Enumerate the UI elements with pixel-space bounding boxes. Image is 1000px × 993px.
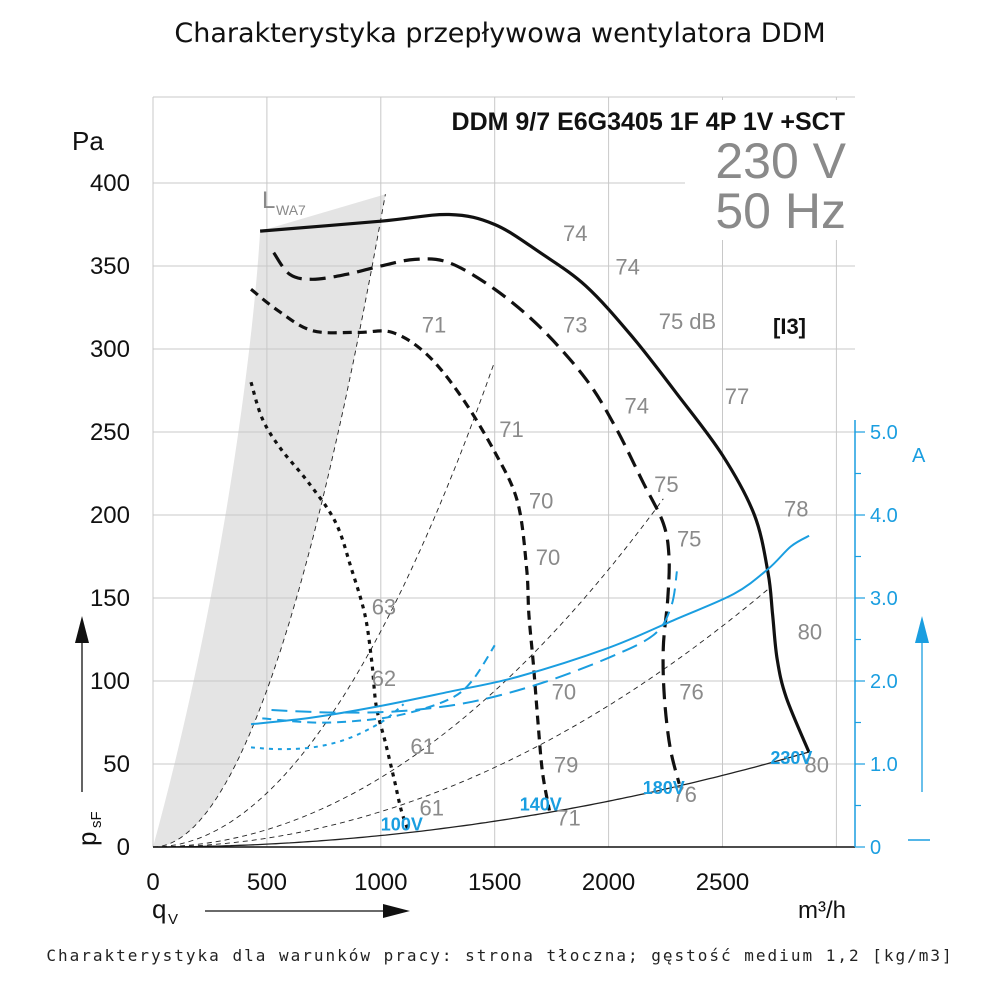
db-annotation: 75 dB [659, 309, 717, 334]
current-curve-100v [250, 703, 405, 751]
lwa-label-subscript: WA7 [276, 202, 306, 218]
db-annotation: 71 [499, 417, 523, 442]
x-tick-label: 500 [247, 869, 287, 896]
db-annotation: 74 [615, 254, 639, 279]
db-annotation: 70 [529, 488, 553, 513]
current-axis-unit: A [912, 445, 926, 467]
y-tick-label: 400 [90, 170, 130, 197]
x-tick-label: 2500 [696, 869, 749, 896]
y-axis-arrow-head [75, 616, 89, 643]
fan-model-label: DDM 9/7 E6G3405 1F 4P 1V +SCT [452, 108, 845, 136]
y-tick-label: 300 [90, 336, 130, 363]
current-tick-label: 3.0 [870, 588, 898, 610]
db-annotation: 80 [805, 752, 829, 777]
page-title: Charakterystyka przepływowa wentylatora … [174, 18, 826, 49]
y-tick-label: 0 [117, 834, 130, 861]
current-curve-180v [271, 571, 678, 714]
db-annotation: 76 [679, 679, 703, 704]
x-tick-label: 2000 [582, 869, 635, 896]
pressure-curve-140v [249, 287, 551, 811]
y-tick-label: 350 [90, 253, 130, 280]
db-annotation: 77 [725, 384, 749, 409]
pressure-curve-230v [259, 212, 811, 754]
y-tick-label: 150 [90, 585, 130, 612]
x-axis-symbol: q [152, 894, 166, 924]
configuration-code-label: [I3] [773, 314, 806, 339]
system-curve [152, 361, 496, 848]
system-curve [153, 588, 769, 848]
y-axis-symbol: p [72, 832, 102, 846]
system-curve [153, 751, 810, 848]
y-tick-label: 250 [90, 419, 130, 446]
db-annotation: 71 [422, 312, 446, 337]
x-axis-unit: m³/h [798, 897, 846, 924]
curve-voltage-label: 100V [381, 814, 423, 834]
current-tick-label: 2.0 [870, 671, 898, 693]
current-curve-230v [250, 534, 810, 726]
current-tick-label: 0 [870, 837, 881, 859]
db-annotation: 79 [554, 752, 578, 777]
db-annotation: 76 [672, 782, 696, 807]
x-tick-label: 1000 [354, 869, 407, 896]
current-tick-label: 4.0 [870, 505, 898, 527]
current-curve-140v [262, 644, 496, 724]
db-annotation: 75 [677, 527, 701, 552]
db-annotation: 71 [556, 805, 580, 830]
system-curve [152, 194, 386, 848]
current-axis-arrow-head [915, 616, 929, 643]
y-tick-label: 200 [90, 502, 130, 529]
curve-voltage-label: 230V [770, 748, 812, 768]
db-annotation: 63 [372, 595, 396, 620]
curve-voltage-label: 140V [520, 794, 562, 814]
db-annotation: 70 [552, 679, 576, 704]
x-tick-label: 0 [146, 869, 159, 896]
db-annotation: 62 [372, 666, 396, 691]
y-axis-symbol-subscript: sF [88, 811, 105, 828]
x-axis-symbol-subscript: V [168, 911, 178, 928]
db-annotation: 61 [420, 795, 444, 820]
db-annotation: 80 [798, 620, 822, 645]
x-axis-arrow-head [383, 904, 410, 918]
voltage-label: 230 V [715, 133, 846, 189]
db-annotation: 61 [410, 734, 434, 759]
y-axis-unit: Pa [72, 126, 104, 156]
header-backdrop [690, 100, 852, 240]
db-annotation: 73 [563, 312, 587, 337]
curve-voltage-label: 180V [643, 778, 685, 798]
db-annotation: 74 [563, 221, 587, 246]
current-tick-label: 5.0 [870, 422, 898, 444]
system-curve [153, 498, 664, 848]
footer-note: Charakterystyka dla warunków pracy: stro… [46, 946, 954, 965]
lwa-label: L [262, 187, 275, 214]
y-tick-label: 100 [90, 668, 130, 695]
y-tick-label: 50 [103, 751, 130, 778]
pressure-curve-100v [249, 381, 410, 831]
db-annotation: 78 [784, 497, 808, 522]
db-annotation: 75 [654, 472, 678, 497]
lwa-shaded-region [153, 194, 386, 847]
x-tick-label: 1500 [468, 869, 521, 896]
db-annotation: 74 [625, 394, 649, 419]
current-tick-label: 1.0 [870, 754, 898, 776]
frequency-label: 50 Hz [715, 183, 846, 239]
pressure-curve-180v [272, 251, 681, 785]
db-annotation: 70 [536, 545, 560, 570]
